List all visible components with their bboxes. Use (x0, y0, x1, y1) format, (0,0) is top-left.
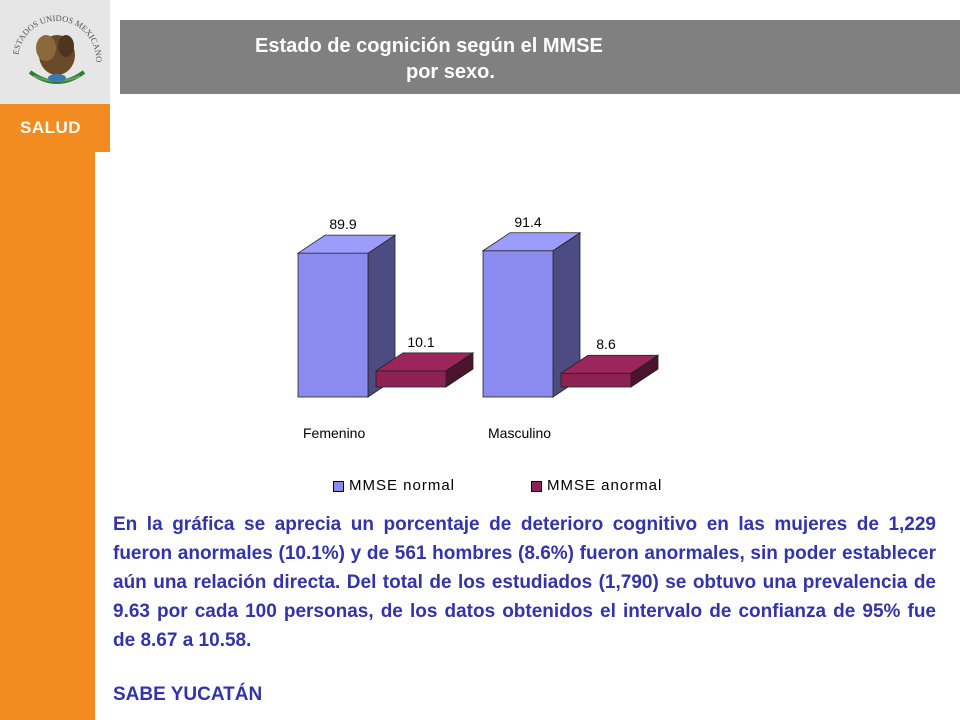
bar-normal-femenino (296, 234, 397, 398)
title-bar: Estado de cognición según el MMSE por se… (120, 20, 960, 94)
salud-label: SALUD (0, 104, 110, 152)
legend-item-normal: MMSE normal (333, 477, 455, 494)
legend-swatch-normal (333, 480, 344, 492)
source-label: SABE YUCATÁN (113, 684, 263, 705)
sidebar-strip (0, 152, 95, 720)
description-text: En la gráfica se aprecia un porcentaje d… (113, 514, 936, 651)
sidebar-gap (95, 152, 110, 720)
legend-label-normal: MMSE normal (349, 477, 456, 494)
bar-abnormal-masculino (559, 354, 660, 388)
legend-item-abnormal: MMSE anormal (531, 477, 662, 494)
data-label: 8.6 (596, 336, 616, 352)
bar-abnormal-femenino (374, 352, 475, 388)
data-label: 10.1 (407, 334, 434, 350)
category-label: Femenino (303, 425, 365, 441)
legend-label-abnormal: MMSE anormal (547, 477, 663, 494)
page-title-line1: Estado de cognición según el MMSE (255, 35, 603, 57)
data-label: 91.4 (514, 214, 541, 230)
category-label: Masculino (488, 425, 551, 441)
bar-chart: 89.9 10.1 Femenino 91.4 8.6 Masculino (296, 214, 660, 441)
data-label: 89.9 (329, 216, 356, 232)
bar-normal-masculino (481, 232, 582, 398)
page-title-line2: por sexo. (406, 61, 495, 83)
legend-swatch-abnormal (531, 480, 542, 492)
